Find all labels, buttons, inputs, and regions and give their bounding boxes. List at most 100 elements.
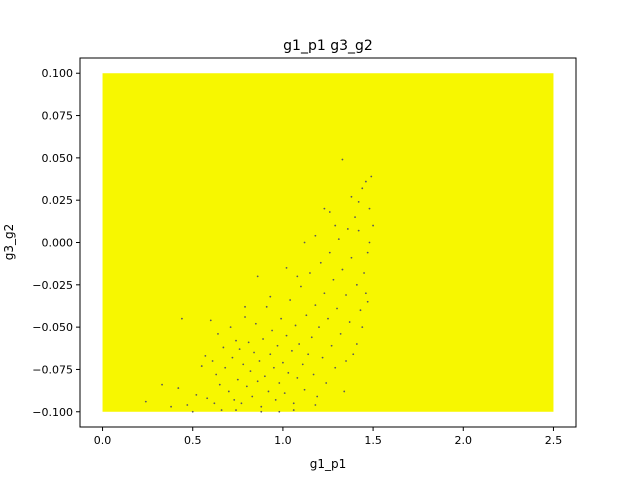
data-point <box>242 363 245 366</box>
data-point <box>319 261 322 264</box>
data-point <box>213 402 216 405</box>
data-point <box>240 402 243 405</box>
data-point <box>336 307 338 310</box>
data-point <box>341 158 344 161</box>
data-point <box>191 410 194 413</box>
data-point <box>186 404 189 406</box>
data-point <box>217 333 219 335</box>
data-point <box>301 363 304 366</box>
data-point <box>368 241 371 244</box>
data-point <box>292 402 295 405</box>
data-point <box>260 410 263 413</box>
data-point <box>256 380 259 383</box>
data-point <box>372 224 374 227</box>
data-point <box>274 399 277 401</box>
data-point <box>328 211 331 213</box>
data-point <box>345 360 347 362</box>
data-point <box>278 382 281 384</box>
data-point <box>357 200 360 203</box>
data-point <box>247 341 250 344</box>
y-tick-label: 0.075 <box>42 110 74 123</box>
data-point <box>327 317 329 320</box>
data-point <box>330 344 333 347</box>
data-point <box>325 382 328 384</box>
data-point <box>300 285 302 288</box>
x-tick-label: 0.5 <box>184 434 202 447</box>
data-point <box>363 272 365 274</box>
y-axis-label: g3_g2 <box>2 224 16 261</box>
data-point <box>309 272 311 274</box>
x-tick-label: 2.0 <box>455 434 473 447</box>
data-point <box>298 343 301 345</box>
y-tick-label: 0.025 <box>42 194 74 207</box>
data-point <box>355 283 358 286</box>
data-point <box>282 361 284 364</box>
data-point <box>366 300 369 303</box>
data-point <box>361 187 364 190</box>
data-point <box>303 241 306 244</box>
data-point <box>251 395 254 398</box>
data-point <box>357 229 360 232</box>
data-point <box>345 294 347 296</box>
data-point <box>238 348 241 351</box>
data-point <box>249 370 252 373</box>
data-point <box>181 317 183 320</box>
y-tick-label: −0.075 <box>32 363 73 376</box>
x-tick-label: 1.5 <box>364 434 382 447</box>
data-point <box>206 397 209 400</box>
y-tick-label: 0.050 <box>42 152 74 165</box>
data-point <box>244 316 246 318</box>
data-point <box>258 360 261 362</box>
data-point <box>220 409 223 411</box>
scatter-points <box>144 158 374 413</box>
data-point <box>348 321 351 323</box>
data-point <box>272 366 275 369</box>
data-point <box>359 309 362 312</box>
data-point <box>366 251 369 254</box>
data-point <box>269 353 272 356</box>
data-point <box>337 238 340 241</box>
y-tick-label: −0.050 <box>32 321 73 334</box>
data-point <box>271 329 273 332</box>
data-point <box>235 339 237 342</box>
data-point <box>253 351 255 354</box>
data-point <box>235 409 237 411</box>
y-tick-label: 0.100 <box>42 67 74 80</box>
data-point <box>254 322 257 325</box>
data-point <box>370 175 373 178</box>
data-point <box>328 251 331 254</box>
y-tick-label: −0.100 <box>32 406 73 419</box>
data-point <box>292 409 295 411</box>
data-point <box>222 346 225 349</box>
data-point <box>364 292 367 295</box>
x-tick-label: 2.5 <box>545 434 563 447</box>
data-point <box>280 317 283 320</box>
y-axis: −0.100 −0.075 −0.050 −0.025 0.000 0.025 0.050 0… <box>32 67 80 419</box>
x-tick-label: 1.0 <box>274 434 292 447</box>
data-point <box>316 395 319 398</box>
data-point <box>285 334 288 337</box>
data-point <box>332 278 335 281</box>
data-point <box>318 326 320 329</box>
data-point <box>334 224 337 227</box>
data-point <box>339 333 342 335</box>
data-point <box>287 371 290 374</box>
data-point <box>256 275 259 278</box>
data-point <box>352 353 355 356</box>
data-point <box>215 373 218 376</box>
data-point <box>195 393 198 396</box>
data-point <box>346 228 349 230</box>
data-point <box>233 399 236 401</box>
data-point <box>296 377 299 379</box>
data-point <box>334 366 337 369</box>
data-point <box>245 385 248 388</box>
data-point <box>323 292 326 295</box>
data-point <box>170 405 172 408</box>
x-axis-label: g1_p1 <box>310 457 347 471</box>
data-point <box>291 349 293 352</box>
data-point <box>361 326 364 329</box>
data-point <box>227 390 230 393</box>
data-point <box>314 234 317 237</box>
data-point <box>267 390 270 393</box>
